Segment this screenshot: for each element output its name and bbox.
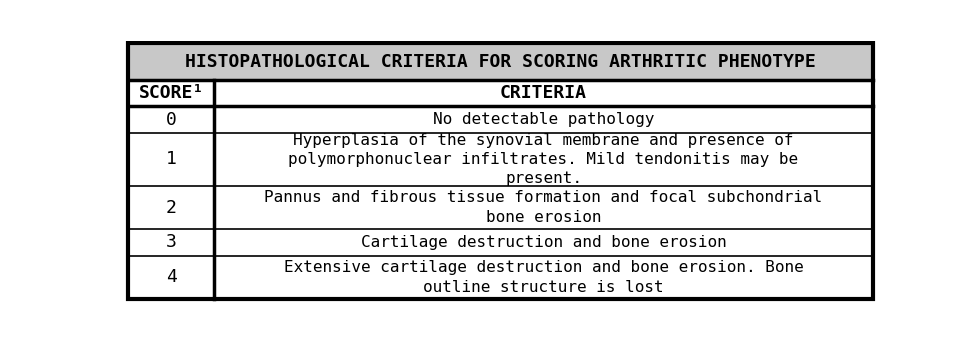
Text: 2: 2 <box>165 199 177 217</box>
Text: 0: 0 <box>165 111 177 129</box>
Text: HISTOPATHOLOGICAL CRITERIA FOR SCORING ARTHRITIC PHENOTYPE: HISTOPATHOLOGICAL CRITERIA FOR SCORING A… <box>186 53 816 71</box>
Bar <box>128 80 873 106</box>
Text: SCORE¹: SCORE¹ <box>139 84 203 102</box>
Bar <box>128 43 873 80</box>
Text: CRITERIA: CRITERIA <box>500 84 587 102</box>
Text: 3: 3 <box>165 234 177 252</box>
Text: Hyperplasia of the synovial membrane and presence of
polymorphonuclear infiltrat: Hyperplasia of the synovial membrane and… <box>288 133 798 186</box>
Bar <box>128 106 873 133</box>
Text: No detectable pathology: No detectable pathology <box>433 112 655 127</box>
Bar <box>128 229 873 256</box>
Text: Extensive cartilage destruction and bone erosion. Bone
outline structure is lost: Extensive cartilage destruction and bone… <box>283 260 803 295</box>
Text: Pannus and fibrous tissue formation and focal subchondrial
bone erosion: Pannus and fibrous tissue formation and … <box>265 191 823 225</box>
Bar <box>128 133 873 186</box>
Text: Cartilage destruction and bone erosion: Cartilage destruction and bone erosion <box>361 235 727 250</box>
Bar <box>128 256 873 299</box>
Bar <box>128 186 873 229</box>
Text: 4: 4 <box>165 268 177 286</box>
Text: 1: 1 <box>165 151 177 168</box>
